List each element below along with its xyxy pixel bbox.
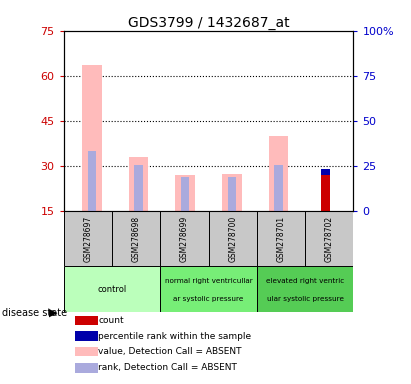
Text: normal right ventricullar: normal right ventricullar (165, 278, 252, 284)
Bar (321, 169, 330, 175)
Text: GSM278699: GSM278699 (180, 215, 189, 262)
Text: ▶: ▶ (48, 308, 57, 318)
Title: GDS3799 / 1432687_at: GDS3799 / 1432687_at (128, 16, 289, 30)
Bar (64, 211, 112, 266)
Text: ular systolic pressure: ular systolic pressure (267, 296, 344, 303)
Text: GSM278701: GSM278701 (277, 215, 286, 262)
Bar (160, 211, 209, 266)
Text: GSM278697: GSM278697 (83, 215, 92, 262)
Bar (321, 175, 330, 211)
Text: percentile rank within the sample: percentile rank within the sample (99, 332, 252, 341)
Bar (209, 211, 257, 266)
Bar (160, 266, 257, 313)
Bar (257, 266, 353, 313)
Bar (222, 174, 242, 211)
Text: control: control (97, 285, 127, 294)
Bar (305, 211, 353, 266)
Text: GSM278698: GSM278698 (132, 215, 141, 262)
Bar (64, 266, 160, 313)
Bar (88, 151, 96, 211)
Bar (228, 177, 236, 211)
Text: GSM278702: GSM278702 (325, 215, 334, 262)
Bar (82, 65, 102, 211)
Text: elevated right ventric: elevated right ventric (266, 278, 344, 284)
Text: value, Detection Call = ABSENT: value, Detection Call = ABSENT (99, 347, 242, 356)
Text: ar systolic pressure: ar systolic pressure (173, 296, 244, 303)
Bar (75, 347, 97, 356)
Bar (181, 177, 189, 211)
Bar (112, 211, 160, 266)
Bar (75, 331, 97, 341)
Text: rank, Detection Call = ABSENT: rank, Detection Call = ABSENT (99, 364, 237, 372)
Text: count: count (99, 316, 124, 325)
Bar (134, 165, 143, 211)
Bar (129, 157, 148, 211)
Bar (269, 136, 289, 211)
Bar (75, 316, 97, 325)
Text: disease state: disease state (2, 308, 67, 318)
Bar (175, 175, 195, 211)
Bar (75, 363, 97, 373)
Text: GSM278700: GSM278700 (228, 215, 237, 262)
Bar (321, 175, 330, 211)
Bar (275, 165, 283, 211)
Bar (257, 211, 305, 266)
